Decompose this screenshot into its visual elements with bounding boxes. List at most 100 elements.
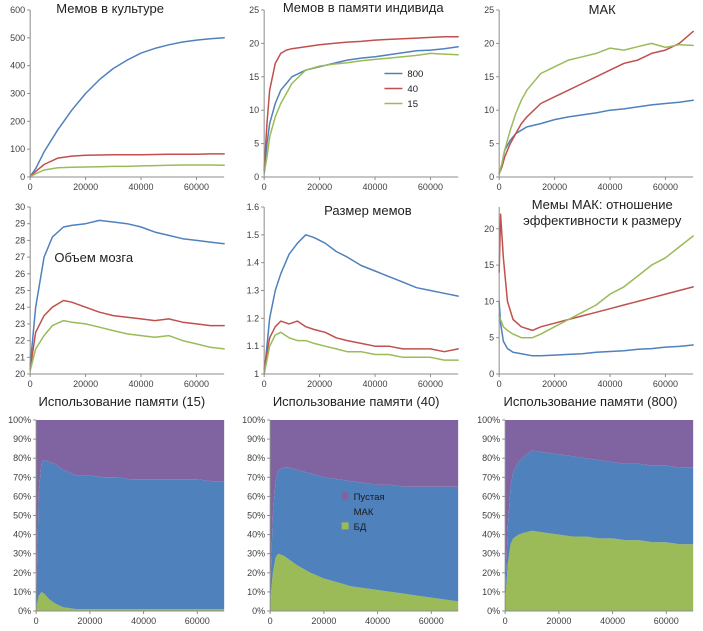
chart-canvas-memory-usage-40: 0% 10% 20% 30% 40% 50% 60% 70% 80% 90% 100% 0 20000 4…	[242, 415, 459, 626]
svg-text:40%: 40%	[13, 530, 31, 540]
svg-text:40000: 40000	[363, 379, 388, 389]
svg-text:60000: 60000	[418, 182, 443, 192]
svg-text:20000: 20000	[542, 379, 567, 389]
svg-text:24: 24	[15, 302, 25, 312]
chart-title-mak-efficiency-to-size: Мемы МАК: отношение эффективности к разм…	[523, 197, 682, 228]
svg-text:15: 15	[484, 72, 494, 82]
svg-text:21: 21	[15, 352, 25, 362]
svg-text:500: 500	[10, 33, 25, 43]
svg-text:5: 5	[489, 333, 494, 343]
svg-text:20000: 20000	[542, 182, 567, 192]
svg-text:30%: 30%	[482, 549, 500, 559]
chart-memes-in-culture: Мемов в культуре 0 100 200 300 400 500 600 0 200…	[0, 0, 234, 197]
svg-text:10%: 10%	[482, 587, 500, 597]
svg-text:1.1: 1.1	[247, 341, 260, 351]
chart-memory-usage-800: Использование памяти (800) 0% 10% 20% 30% 40…	[469, 394, 703, 631]
svg-text:60%: 60%	[247, 491, 265, 501]
svg-text:60000: 60000	[653, 379, 678, 389]
svg-text:80%: 80%	[247, 453, 265, 463]
svg-text:0: 0	[20, 172, 25, 182]
svg-text:15: 15	[408, 99, 419, 110]
svg-text:30%: 30%	[247, 549, 265, 559]
svg-text:1.4: 1.4	[247, 258, 260, 268]
svg-text:60000: 60000	[184, 182, 209, 192]
svg-text:70%: 70%	[247, 472, 265, 482]
chart-canvas-mak-efficiency-to-size: 0 5 10 15 20 0 20000 40000 60000	[484, 207, 694, 389]
svg-text:0: 0	[268, 616, 273, 626]
svg-text:50%: 50%	[13, 511, 31, 521]
svg-text:25: 25	[484, 5, 494, 15]
svg-text:15: 15	[249, 72, 259, 82]
svg-text:40: 40	[408, 84, 419, 95]
svg-text:26: 26	[15, 269, 25, 279]
svg-text:90%: 90%	[13, 434, 31, 444]
svg-text:60000: 60000	[184, 379, 209, 389]
svg-text:1.3: 1.3	[247, 286, 260, 296]
svg-text:20000: 20000	[307, 182, 332, 192]
svg-text:40000: 40000	[363, 182, 388, 192]
svg-text:0: 0	[28, 379, 33, 389]
svg-text:0: 0	[496, 379, 501, 389]
svg-text:5: 5	[254, 139, 259, 149]
chart-canvas-meme-size: 1 1.1 1.2 1.3 1.4 1.5 1.6 0 20000 40000 60000	[247, 202, 460, 389]
chart-canvas-memes-in-individual-memory: 0 5 10 15 20 25 0 20000 40000 60000 800 40 15	[249, 5, 460, 192]
svg-text:0%: 0%	[487, 606, 500, 616]
svg-text:0: 0	[489, 369, 494, 379]
svg-text:20000: 20000	[546, 616, 571, 626]
svg-text:5: 5	[489, 139, 494, 149]
chart-meme-size: Размер мемов 1 1.1 1.2 1.3 1.4 1.5 1.6 0 20000 40…	[234, 197, 468, 394]
svg-text:90%: 90%	[482, 434, 500, 444]
chart-title-memory-usage-800: Использование памяти (800)	[503, 394, 678, 409]
svg-text:20000: 20000	[73, 182, 98, 192]
svg-text:60000: 60000	[653, 182, 678, 192]
svg-text:30: 30	[15, 202, 25, 212]
svg-text:100%: 100%	[8, 415, 31, 425]
chart-title-brain-volume: Объем мозга	[54, 250, 134, 266]
svg-text:60000: 60000	[418, 379, 443, 389]
svg-text:300: 300	[10, 89, 25, 99]
svg-text:0: 0	[254, 172, 259, 182]
svg-text:20000: 20000	[77, 616, 102, 626]
chart-title-memory-usage-40: Использование памяти (40)	[272, 394, 440, 409]
svg-text:20%: 20%	[247, 568, 265, 578]
svg-text:40000: 40000	[129, 182, 154, 192]
svg-text:40%: 40%	[482, 530, 500, 540]
chart-memory-usage-40: Использование памяти (40) 0% 10% 20% 30% 40%…	[234, 394, 468, 631]
chart-title-memes-in-individual-memory: Мемов в памяти индивида	[282, 0, 444, 15]
svg-text:БД: БД	[354, 522, 367, 533]
svg-text:20: 20	[249, 38, 259, 48]
svg-text:60000: 60000	[419, 616, 444, 626]
chart-title-meme-size: Размер мемов	[324, 202, 412, 218]
svg-text:20: 20	[15, 369, 25, 379]
svg-text:40000: 40000	[131, 616, 156, 626]
svg-text:40000: 40000	[597, 182, 622, 192]
svg-text:10%: 10%	[13, 587, 31, 597]
svg-text:25: 25	[15, 286, 25, 296]
svg-text:60%: 60%	[13, 491, 31, 501]
svg-text:0: 0	[262, 182, 267, 192]
svg-text:Пустая: Пустая	[354, 492, 385, 503]
svg-text:25: 25	[249, 5, 259, 15]
svg-text:40%: 40%	[247, 530, 265, 540]
chart-title-memory-usage-15: Использование памяти (15)	[38, 394, 206, 409]
chart-canvas-memes-in-culture: 0 100 200 300 400 500 600 0 20000 40000 60000	[10, 5, 225, 192]
svg-text:0: 0	[34, 616, 39, 626]
svg-text:0%: 0%	[18, 606, 31, 616]
svg-text:40000: 40000	[597, 379, 622, 389]
svg-text:10%: 10%	[247, 587, 265, 597]
svg-text:0: 0	[262, 379, 267, 389]
svg-text:0: 0	[496, 182, 501, 192]
svg-text:90%: 90%	[247, 434, 265, 444]
svg-text:100: 100	[10, 144, 25, 154]
svg-text:20: 20	[484, 224, 494, 234]
chart-canvas-mak: 0 5 10 15 20 25 0 20000 40000 60000	[484, 5, 694, 192]
svg-text:1: 1	[254, 369, 259, 379]
svg-text:20000: 20000	[73, 379, 98, 389]
svg-text:400: 400	[10, 61, 25, 71]
chart-title-memes-in-culture: Мемов в культуре	[56, 0, 164, 16]
svg-text:0: 0	[28, 182, 33, 192]
svg-text:800: 800	[408, 69, 424, 80]
chart-brain-volume: Объем мозга 20 21 22 23 24 25 26 27 28 29 30 0 20000…	[0, 197, 234, 394]
svg-text:20000: 20000	[307, 379, 332, 389]
svg-text:22: 22	[15, 336, 25, 346]
